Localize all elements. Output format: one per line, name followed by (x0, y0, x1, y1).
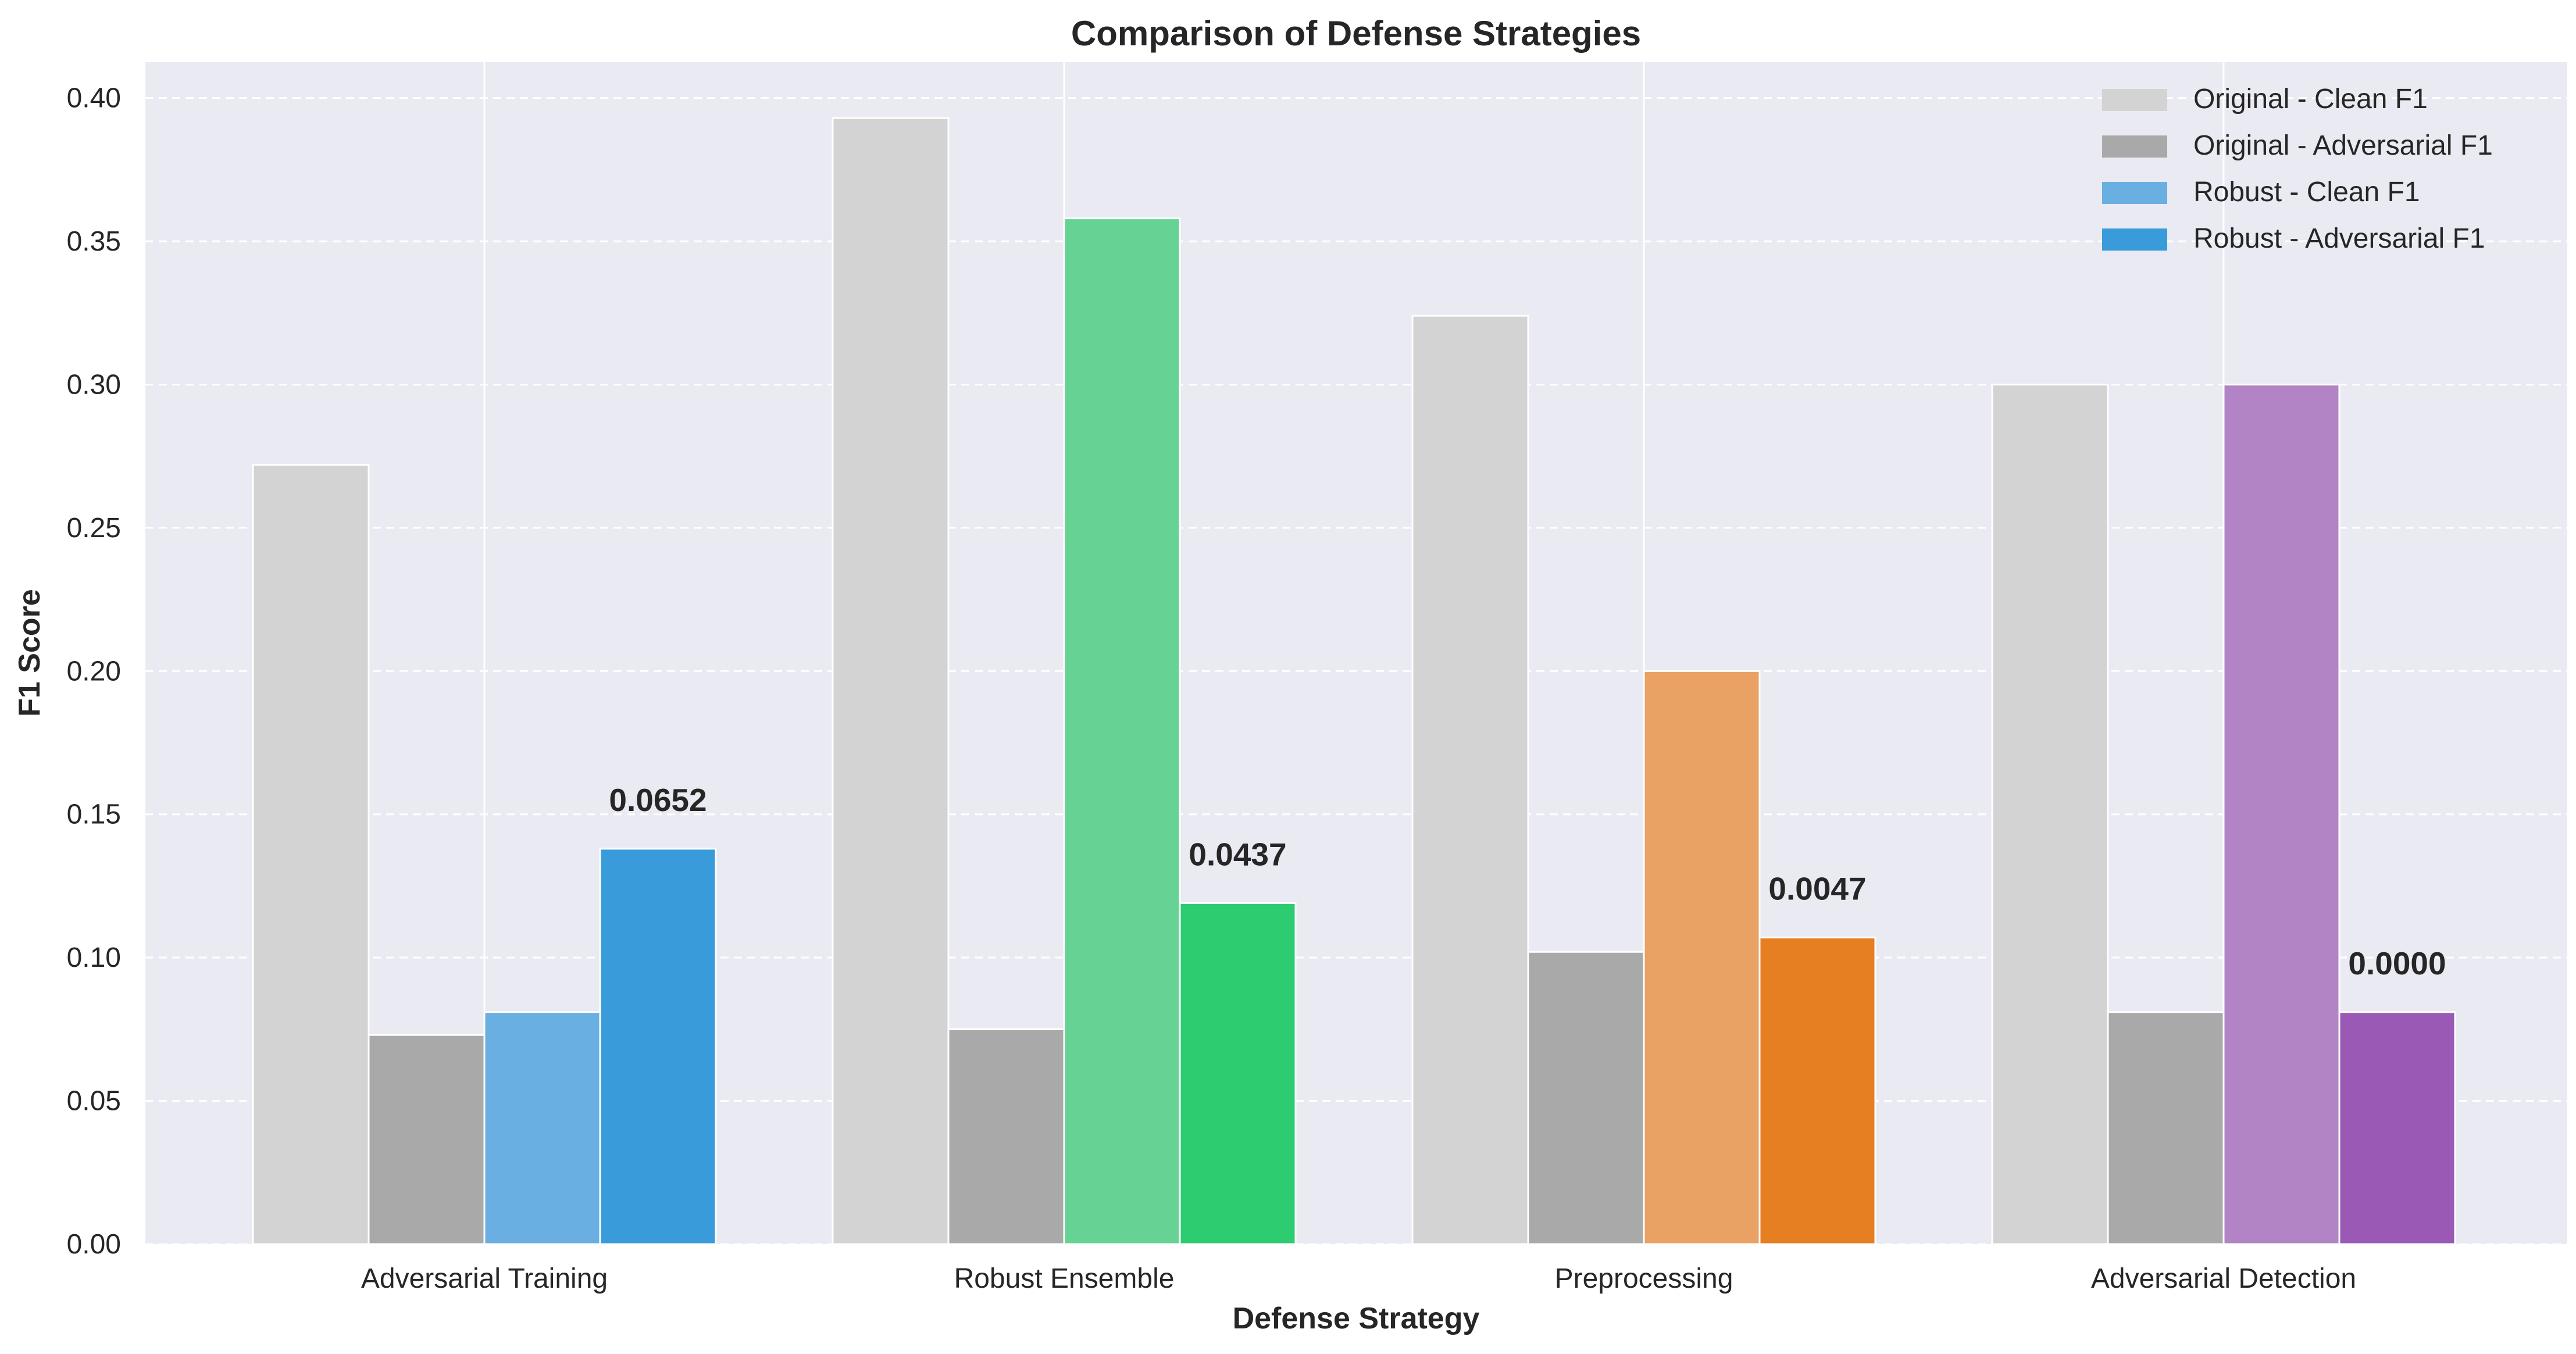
bar (599, 848, 717, 1245)
bar (1411, 315, 1529, 1245)
y-ticks: 0.00 0.05 0.10 0.15 0.20 0.25 0.30 0.35 0.40 (67, 83, 121, 1260)
bar-annotation: 0.0437 (1189, 837, 1286, 873)
x-tick-label: Adversarial Training (361, 1263, 608, 1294)
bar (2222, 383, 2340, 1245)
y-tick-label: 0.10 (67, 942, 121, 973)
bar-annotation: 0.0047 (1768, 871, 1866, 907)
bars (252, 117, 2456, 1245)
annotations: 0.0652 0.0437 0.0047 0.0000 (609, 782, 2446, 981)
bar (1063, 217, 1181, 1245)
bar (1179, 902, 1297, 1245)
bar-annotation: 0.0000 (2348, 945, 2446, 981)
y-tick-label: 0.25 (67, 513, 121, 544)
legend-label: Original - Clean F1 (2193, 84, 2428, 115)
y-tick-label: 0.20 (67, 656, 121, 687)
bar (2107, 1011, 2225, 1245)
bar (1527, 951, 1645, 1245)
bar (1643, 670, 1761, 1245)
bar (947, 1028, 1065, 1245)
y-tick-label: 0.00 (67, 1229, 121, 1260)
x-tick-label: Preprocessing (1555, 1263, 1733, 1294)
bar (2338, 1011, 2456, 1245)
y-axis-title: F1 Score (13, 589, 47, 717)
bar-annotation: 0.0652 (609, 782, 707, 818)
legend-swatch (2102, 135, 2167, 158)
legend-swatch (2102, 228, 2167, 251)
legend-swatch (2102, 89, 2167, 111)
bar (1991, 383, 2109, 1245)
bar (368, 1034, 486, 1245)
bar (252, 463, 370, 1245)
y-tick-label: 0.30 (67, 369, 121, 400)
x-axis-title: Defense Strategy (1233, 1302, 1480, 1335)
bar (483, 1011, 601, 1245)
legend-swatch (2102, 182, 2167, 204)
legend: Original - Clean F1 Original - Adversaria… (2102, 84, 2493, 254)
legend-label: Original - Adversarial F1 (2193, 130, 2493, 161)
bar (832, 117, 950, 1245)
x-tick-label: Robust Ensemble (954, 1263, 1175, 1294)
y-tick-label: 0.40 (67, 83, 121, 114)
x-ticks: Adversarial Training Robust Ensemble Prepr… (361, 1263, 2356, 1294)
y-tick-label: 0.05 (67, 1086, 121, 1117)
bar (1758, 937, 1876, 1245)
y-tick-label: 0.15 (67, 799, 121, 830)
y-tick-label: 0.35 (67, 226, 121, 257)
x-tick-label: Adversarial Detection (2091, 1263, 2356, 1294)
legend-label: Robust - Clean F1 (2193, 177, 2420, 208)
legend-label: Robust - Adversarial F1 (2193, 223, 2485, 254)
chart-title: Comparison of Defense Strategies (1071, 14, 1641, 53)
